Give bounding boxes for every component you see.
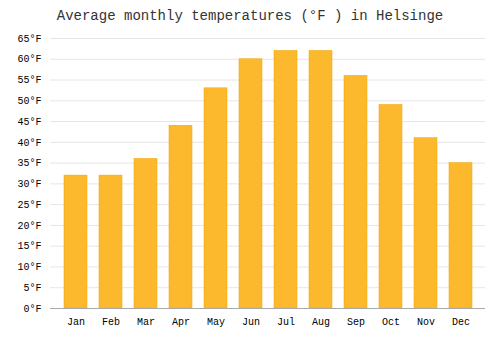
svg-text:Jun: Jun bbox=[242, 317, 260, 328]
svg-text:Jul: Jul bbox=[277, 317, 295, 328]
svg-text:Oct: Oct bbox=[382, 317, 400, 328]
svg-text:May: May bbox=[207, 317, 225, 328]
svg-text:5°F: 5°F bbox=[23, 283, 41, 294]
html-text:Average monthly temperatures (: Average monthly temperatures (°F ) in He… bbox=[56, 8, 444, 24]
svg-text:Dec: Dec bbox=[452, 317, 470, 328]
svg-text:Feb: Feb bbox=[102, 317, 120, 328]
svg-text:0°F: 0°F bbox=[23, 304, 41, 315]
svg-text:15°F: 15°F bbox=[17, 241, 41, 252]
svg-text:50°F: 50°F bbox=[17, 96, 41, 107]
svg-text:Mar: Mar bbox=[137, 317, 155, 328]
svg-text:10°F: 10°F bbox=[17, 262, 41, 273]
svg-text:30°F: 30°F bbox=[17, 179, 41, 190]
svg-text:Sep: Sep bbox=[347, 317, 365, 328]
svg-text:Jan: Jan bbox=[67, 317, 85, 328]
svg-text:35°F: 35°F bbox=[17, 158, 41, 169]
svg-text:Aug: Aug bbox=[312, 317, 330, 328]
svg-text:Apr: Apr bbox=[172, 317, 190, 328]
svg-text:55°F: 55°F bbox=[17, 75, 41, 86]
svg-text:40°F: 40°F bbox=[17, 138, 41, 149]
svg-text:Nov: Nov bbox=[417, 317, 435, 328]
svg-text:65°F: 65°F bbox=[17, 34, 41, 45]
svg-text:45°F: 45°F bbox=[17, 117, 41, 128]
svg-text:20°F: 20°F bbox=[17, 221, 41, 232]
svg-text:25°F: 25°F bbox=[17, 200, 41, 211]
svg-text:60°F: 60°F bbox=[17, 54, 41, 65]
